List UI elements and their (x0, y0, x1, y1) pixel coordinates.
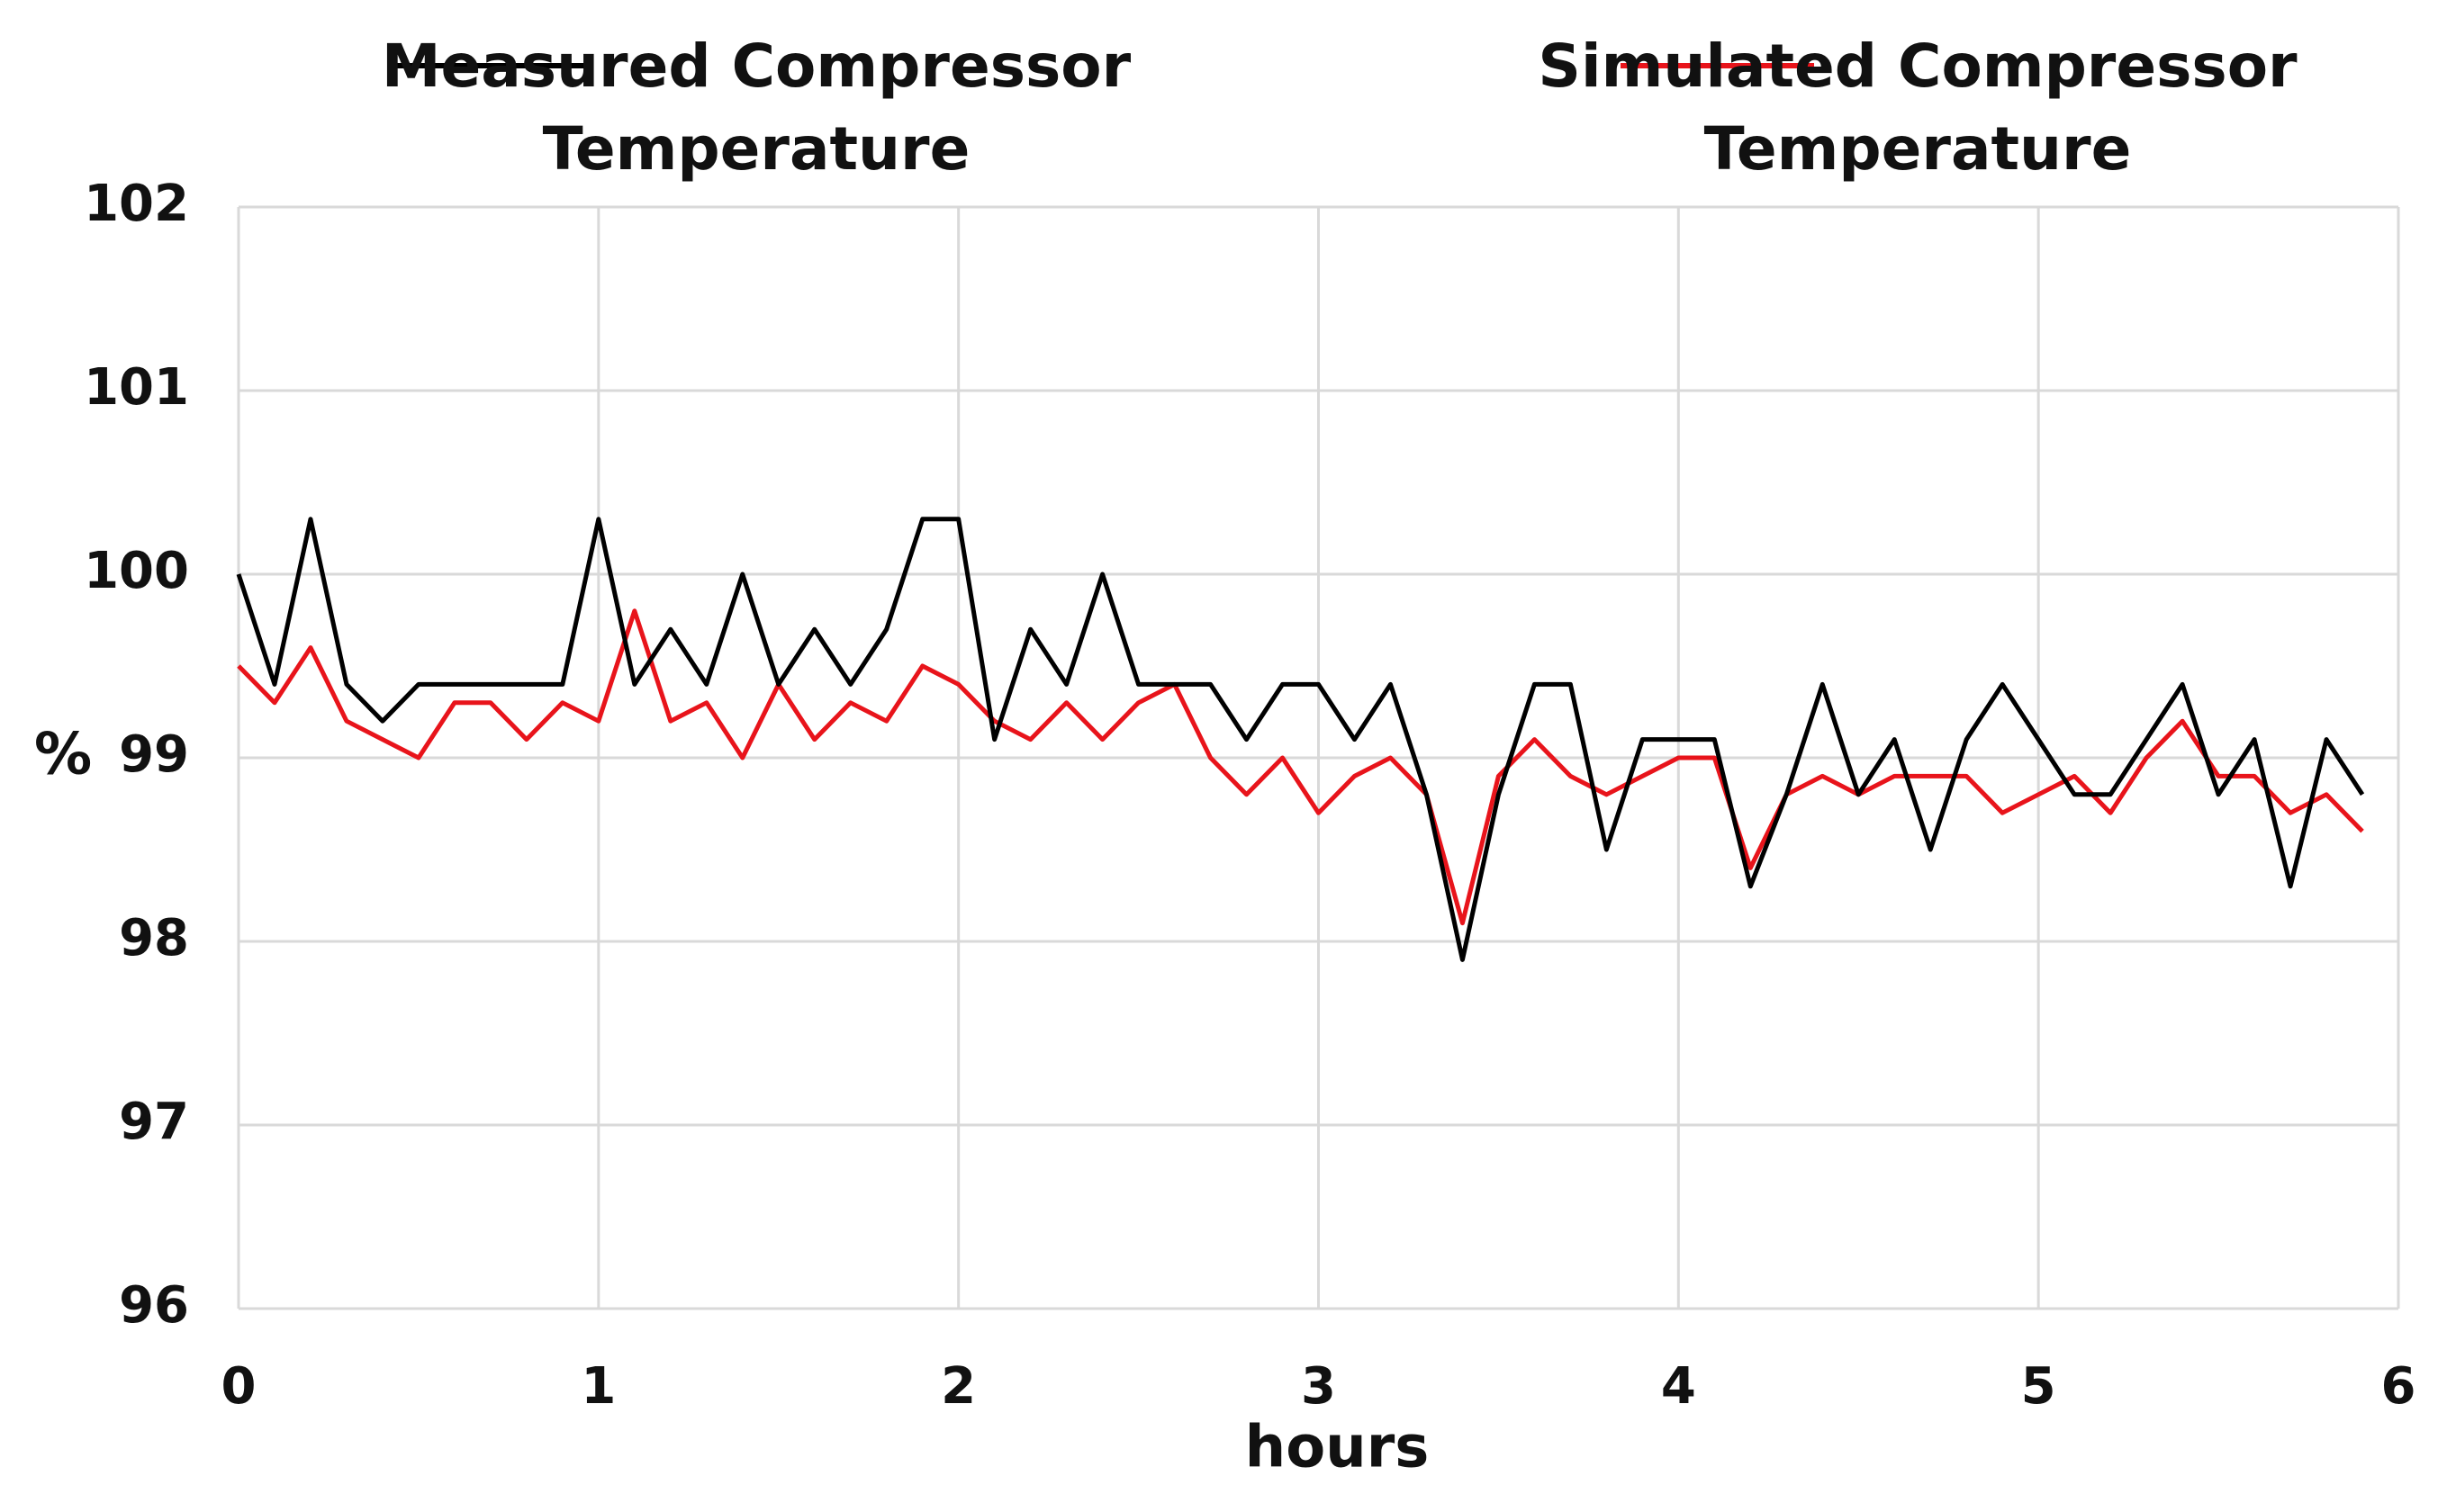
x-tick-label: 1 (581, 1357, 616, 1416)
x-tick-label: 6 (2381, 1357, 2416, 1416)
line-series (236, 517, 2365, 962)
y-tick-label: 102 (84, 175, 189, 233)
y-axis-label: % (34, 722, 92, 788)
x-tick-label: 4 (1661, 1357, 1696, 1416)
y-tick-label: 99 (119, 725, 189, 784)
x-axis-label: hours (1245, 1415, 1430, 1481)
line-series (237, 608, 2364, 926)
legend-entry: Simulated Compressor Temperature (1485, 18, 2386, 189)
x-tick-label: 0 (221, 1357, 257, 1416)
legend-label: Simulated Compressor Temperature (1538, 32, 2298, 184)
y-tick-label: 98 (119, 909, 189, 968)
legend-label: Measured Compressor Temperature (381, 32, 1132, 184)
legend-swatch (1621, 63, 1814, 68)
y-tick-label: 97 (119, 1093, 189, 1151)
y-tick-label: 101 (84, 358, 189, 417)
legend-entry: Measured Compressor Temperature (324, 18, 1224, 189)
y-tick-label: 96 (119, 1276, 189, 1335)
x-tick-label: 2 (941, 1357, 976, 1416)
legend-swatch (396, 63, 590, 68)
y-tick-label: 100 (84, 542, 189, 600)
x-tick-label: 3 (1301, 1357, 1336, 1416)
x-tick-label: 5 (2021, 1357, 2056, 1416)
